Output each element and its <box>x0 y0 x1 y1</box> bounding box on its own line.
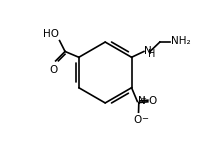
Text: N: N <box>144 47 152 56</box>
Text: NH₂: NH₂ <box>171 36 190 46</box>
Text: O: O <box>50 65 58 75</box>
Text: O: O <box>148 96 157 106</box>
Text: HO: HO <box>43 29 59 39</box>
Text: +: + <box>140 96 146 102</box>
Text: −: − <box>141 115 148 124</box>
Text: N: N <box>137 96 145 106</box>
Text: O: O <box>134 115 142 125</box>
Text: H: H <box>148 49 155 59</box>
